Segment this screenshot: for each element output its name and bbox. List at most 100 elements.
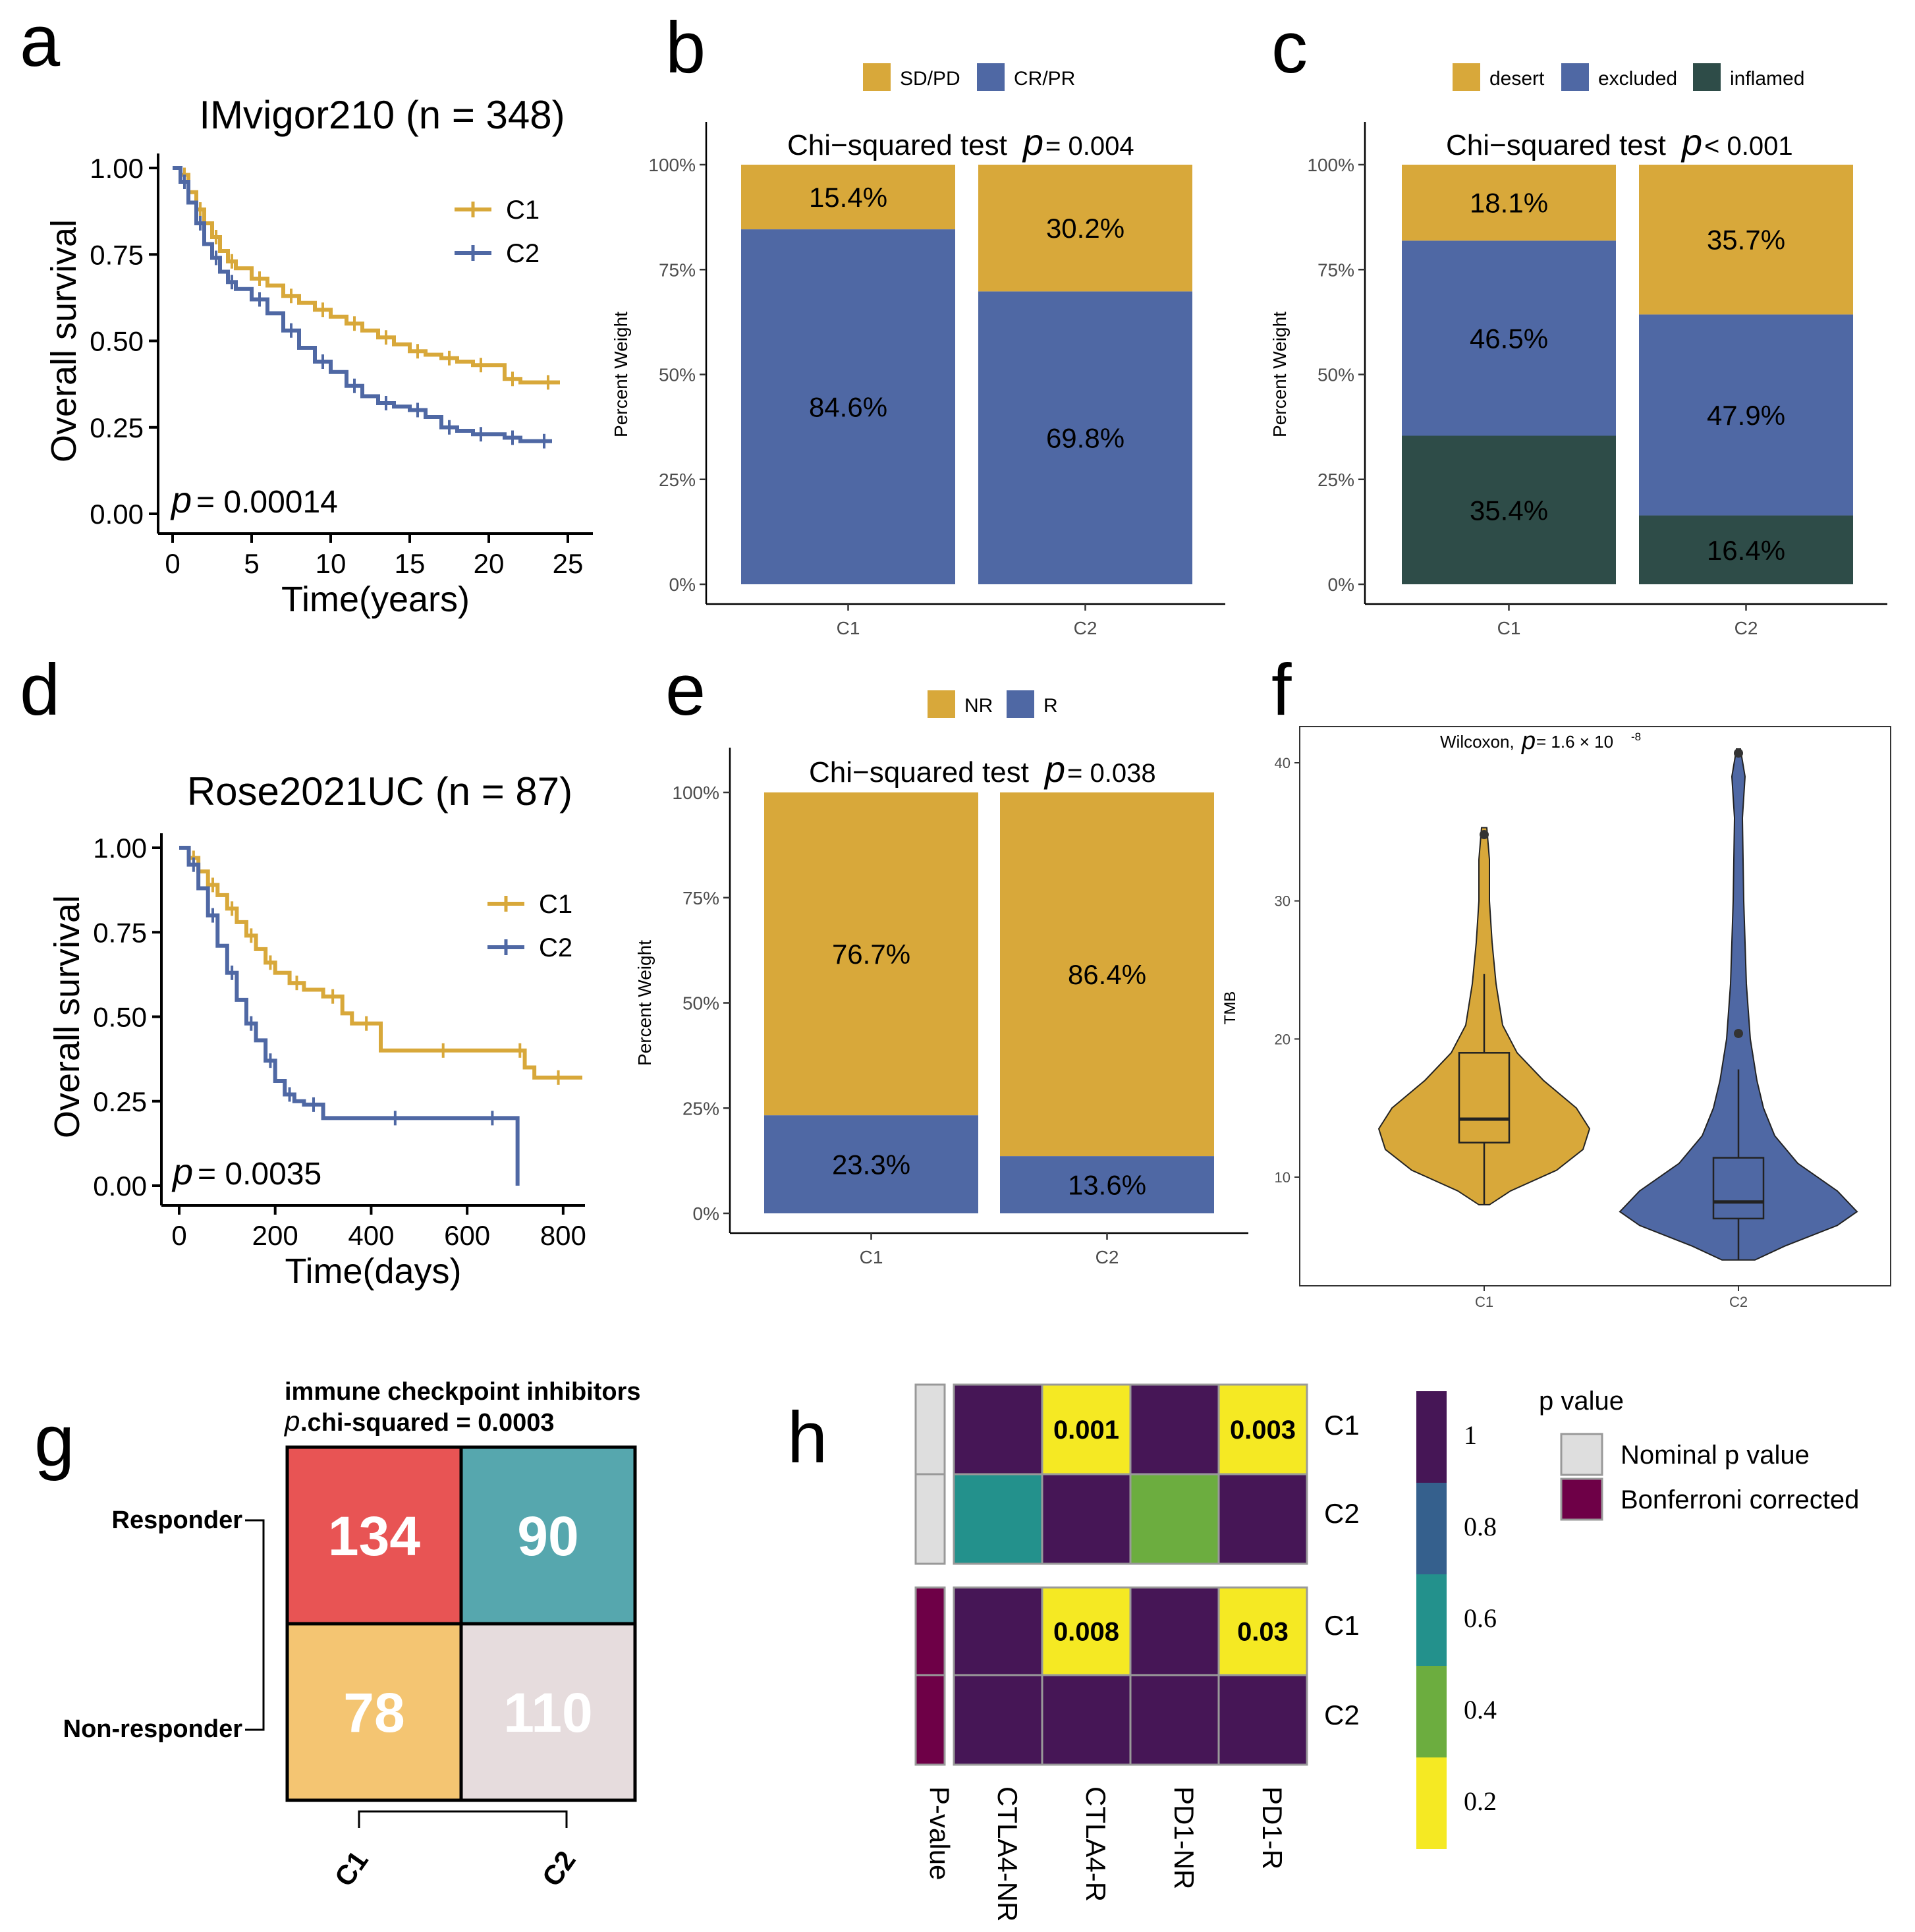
violin-chart-f: 10 20 30 40 TMB C1 C2 Wilcoxon, p = 1.6 × 10 -8 [1221, 726, 1891, 1310]
bar-segment-excluded [1402, 240, 1616, 436]
bar-segment-SD/PD [978, 165, 1192, 292]
heatmap-cell [1041, 1674, 1132, 1766]
legend-swatch-SD/PD [863, 63, 891, 91]
table-title: immune checkpoint inhibitors [285, 1378, 641, 1406]
data-label: 18.1% [1470, 188, 1548, 219]
outlier-point [1480, 830, 1489, 840]
bar-segment-desert [1402, 165, 1616, 241]
p-value-text: = 0.0035 [198, 1157, 321, 1192]
legend-label: C2 [539, 933, 572, 962]
row-label: C2 [1324, 1699, 1360, 1730]
bar-segment-R [764, 1115, 978, 1213]
legend-swatch-desert [1453, 63, 1480, 91]
bar-segment-SD/PD [741, 165, 955, 230]
table-cell [285, 1445, 463, 1626]
chart-title: IMvigor210 (n = 348) [199, 93, 565, 137]
y-axis-title: TMB [1221, 991, 1239, 1025]
bar-segment-CR/PR [978, 291, 1192, 584]
panel-label-h: h [787, 1397, 827, 1478]
data-label: 69.8% [1046, 423, 1124, 454]
bar-segment-NR [1000, 792, 1214, 1157]
y-tick-label: 25% [1318, 470, 1354, 490]
heatmap-cell [1129, 1586, 1220, 1676]
data-label: 46.5% [1470, 323, 1548, 354]
panel-label-d: d [20, 649, 60, 731]
heatmap-cell [953, 1383, 1043, 1476]
x-tick-label: C2 [1729, 1294, 1748, 1310]
km-chart-a: IMvigor210 (n = 348) 0.00 0.25 0.50 0.75 1.00… [44, 93, 593, 619]
column-label: C1 [328, 1845, 374, 1892]
cell-label: 0.003 [1230, 1416, 1296, 1445]
colorbar-segment [1416, 1574, 1447, 1666]
annotation-exponent: -8 [1631, 731, 1641, 743]
y-tick-label: 0.00 [90, 499, 144, 530]
y-tick-label: 0.75 [90, 239, 144, 270]
y-tick-label: 0.25 [90, 412, 144, 443]
heatmap-cell [953, 1674, 1043, 1766]
legend-label: inflamed [1730, 68, 1804, 90]
legend-swatch-CR/PR [977, 63, 1005, 91]
legend-label: desert [1489, 68, 1545, 90]
y-tick-label: 75% [682, 888, 719, 908]
x-tick-label: 15 [395, 548, 426, 579]
cell-label: 0.001 [1053, 1416, 1119, 1445]
x-tick-label: C2 [1735, 618, 1758, 638]
x-tick-label: 10 [316, 548, 347, 579]
colorbar-segment [1416, 1757, 1447, 1849]
x-axis-title: Time(days) [285, 1252, 461, 1291]
x-tick-label: 400 [348, 1220, 394, 1251]
colorbar-segment [1416, 1666, 1447, 1757]
data-label: 13.6% [1068, 1170, 1146, 1201]
y-tick-label: 30 [1275, 893, 1291, 910]
y-tick-label: 100% [648, 155, 696, 175]
table-cell [285, 1622, 463, 1802]
legend-label: R [1043, 695, 1058, 717]
y-tick-label: 0.00 [93, 1171, 147, 1201]
legend-label: C1 [539, 890, 572, 919]
panel-label-c: c [1271, 7, 1308, 88]
x-tick-label: 0 [165, 548, 180, 579]
chart-subtitle: Chi−squared test [787, 129, 1007, 161]
column-label: PD1-NR [1169, 1786, 1200, 1889]
annotation-text: = 1.6 × 10 [1536, 732, 1613, 752]
outlier-point [1734, 1028, 1743, 1038]
x-tick-label: 600 [444, 1220, 490, 1251]
box-C1 [1458, 1052, 1511, 1144]
bar-segment-R [1000, 1156, 1214, 1213]
panel-label-a: a [20, 1, 61, 82]
y-tick-label: 0.75 [93, 917, 147, 948]
cell-label: 0.008 [1053, 1618, 1119, 1647]
bar-chart-b: 0% 25% 50% 75% 100% Percent Weight 84.6% 15.4% C… [611, 63, 1225, 638]
outlier-point [1734, 748, 1743, 758]
heatmap-cell [953, 1586, 1043, 1676]
legend-swatch [1560, 1433, 1603, 1476]
x-tick-label: C2 [1074, 618, 1097, 638]
x-tick-label: 0 [171, 1220, 186, 1251]
bar-segment-desert [1639, 165, 1853, 315]
x-tick-label: 20 [474, 548, 505, 579]
p-symbol: p [1043, 748, 1065, 790]
heatmap-cell [1217, 1383, 1308, 1476]
heatmap-cell [1217, 1674, 1308, 1766]
panel-label-f: f [1271, 649, 1292, 731]
y-tick-label: 10 [1275, 1169, 1291, 1186]
column-label: CTLA4-R [1080, 1786, 1111, 1902]
column-label: C2 [536, 1845, 581, 1892]
legend-swatch-inflamed [1693, 63, 1721, 91]
heatmap-cell [953, 1473, 1043, 1565]
p-symbol: p [1521, 727, 1536, 755]
annotation-prefix: Wilcoxon, [1440, 732, 1514, 752]
chart-subtitle: Chi−squared test [1446, 129, 1666, 161]
annotation-cell [914, 1674, 946, 1766]
x-tick-label: 25 [553, 548, 584, 579]
chart-title: Rose2021UC (n = 87) [187, 769, 572, 814]
row-label: Non-responder [63, 1715, 243, 1743]
p-symbol: p [170, 479, 192, 520]
y-tick-label: 0% [669, 574, 696, 595]
bar-chart-e: 0% 25% 50% 75% 100% Percent Weight 23.3% 76.7% C… [634, 690, 1248, 1267]
panel-label-e: e [665, 649, 706, 731]
km-chart-d: Rose2021UC (n = 87) 0.00 0.25 0.50 0.75 1.00 0… [47, 769, 586, 1291]
survival-curve-C2 [179, 846, 520, 1186]
y-axis-title: Overall survival [47, 895, 87, 1138]
column-label: CTLA4-NR [992, 1786, 1023, 1921]
